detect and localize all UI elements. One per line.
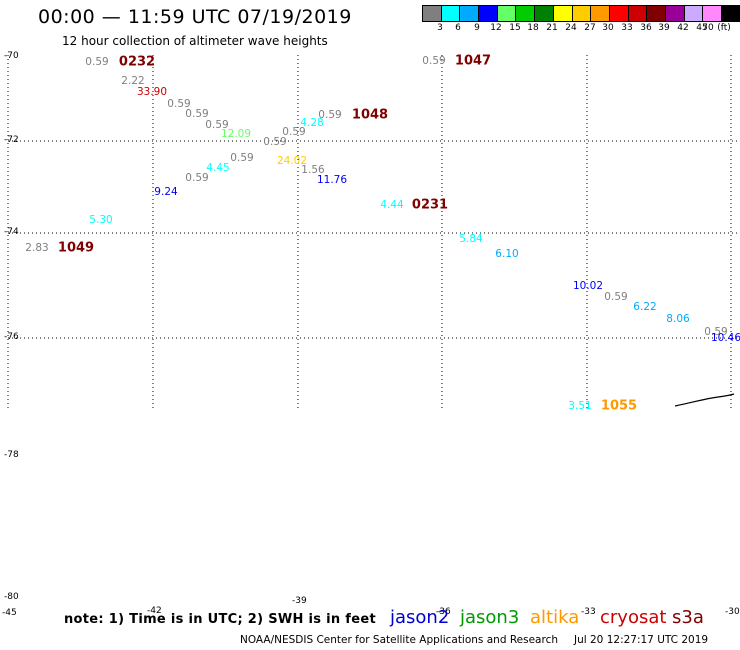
legend-swatch-9 xyxy=(591,6,610,21)
credit-text: NOAA/NESDIS Center for Satellite Applica… xyxy=(240,634,558,646)
wave-height-observation: 0.59 xyxy=(230,152,254,164)
legend-swatch-8 xyxy=(572,6,592,21)
satellite-name-jason3: jason3 xyxy=(460,607,520,628)
wave-height-observation: 0.59 xyxy=(185,108,209,120)
legend-label: 27 xyxy=(584,23,596,33)
wave-height-observation: 0.59 xyxy=(167,98,191,110)
wave-height-observation: 2.22 xyxy=(121,75,145,87)
coastline xyxy=(674,393,735,407)
legend-swatch-15 xyxy=(703,6,722,21)
legend-label: 45 xyxy=(696,23,708,33)
satellite-name-jason2: jason2 xyxy=(390,607,450,628)
legend-label: 42 xyxy=(677,23,689,33)
pass-time-label: 1049 xyxy=(57,240,95,256)
wave-height-observation: 4.45 xyxy=(206,162,230,174)
legend-label: 6 xyxy=(455,23,461,33)
credit-line: NOAA/NESDIS Center for Satellite Applica… xyxy=(240,634,708,646)
latitude-label: -78 xyxy=(4,450,19,460)
wave-height-observation: 0.59 xyxy=(704,326,728,338)
longitude-label: -45 xyxy=(2,608,17,618)
legend-unit-label: (ft) xyxy=(717,23,731,33)
legend-swatch-5 xyxy=(516,6,536,21)
wave-height-observation: 8.06 xyxy=(666,313,690,325)
wave-height-observation: 3.51 xyxy=(568,400,592,412)
map-title: 00:00 — 11:59 UTC 07/19/2019 xyxy=(38,6,352,28)
legend-label: 36 xyxy=(640,23,652,33)
legend-label: 15 xyxy=(509,23,521,33)
latitude-label: -76 xyxy=(4,332,19,342)
legend-swatch-12 xyxy=(647,6,666,21)
satellite-name-s3a: s3a xyxy=(672,607,704,628)
legend-label: 18 xyxy=(527,23,539,33)
wave-height-observation: 5.30 xyxy=(89,214,113,226)
wave-height-observation: 0.59 xyxy=(604,291,628,303)
legend-swatch-2 xyxy=(460,6,480,21)
pass-time-label: 1055 xyxy=(600,398,638,414)
legend-swatch-16 xyxy=(722,6,740,21)
wave-height-observation: 2.83 xyxy=(25,242,49,254)
footer-note: note: 1) Time is in UTC; 2) SWH is in fe… xyxy=(64,612,376,627)
legend-label: 39 xyxy=(658,23,670,33)
wave-height-observation: 0.59 xyxy=(185,172,209,184)
wave-height-observation: 0.59 xyxy=(205,119,229,131)
wave-height-observation: 24.02 xyxy=(276,155,308,167)
wave-height-observation: 11.76 xyxy=(316,174,348,186)
wave-height-observation: 5.84 xyxy=(459,233,483,245)
pass-time-label: 0231 xyxy=(411,197,449,213)
wave-height-observation: 10.46 xyxy=(710,332,740,344)
wave-height-observation: 4.44 xyxy=(380,199,404,211)
generated-timestamp: Jul 20 12:27:17 UTC 2019 xyxy=(574,634,709,646)
legend-swatch-4 xyxy=(497,6,517,21)
longitude-label: -42 xyxy=(147,606,162,616)
satellite-name-altika: altika xyxy=(530,607,580,628)
longitude-label: -36 xyxy=(436,607,451,617)
legend-swatch-11 xyxy=(628,6,648,21)
longitude-label: -30 xyxy=(725,607,740,617)
wave-height-color-legend xyxy=(422,5,740,22)
legend-swatch-3 xyxy=(479,6,498,21)
legend-label: 70 xyxy=(702,23,714,33)
wave-height-observation: 0.59 xyxy=(85,56,109,68)
wave-height-observation: 1.56 xyxy=(301,164,325,176)
legend-swatch-14 xyxy=(684,6,704,21)
pass-time-label: 0232 xyxy=(118,54,156,70)
legend-swatch-0 xyxy=(423,6,442,21)
legend-label: 3 xyxy=(437,23,443,33)
legend-swatch-6 xyxy=(535,6,554,21)
legend-label: 9 xyxy=(474,23,480,33)
latitude-label: -74 xyxy=(4,227,19,237)
wave-height-observation: 33.90 xyxy=(136,86,168,98)
wave-height-observation: 4.28 xyxy=(300,117,324,129)
latitude-label: -70 xyxy=(4,51,19,61)
pass-time-label: 1048 xyxy=(351,107,389,123)
wave-height-observation: 6.22 xyxy=(633,301,657,313)
longitude-label: -39 xyxy=(292,596,307,606)
longitude-label: -33 xyxy=(581,607,596,617)
legend-label: 33 xyxy=(621,23,633,33)
wave-height-observation: 0.59 xyxy=(422,55,446,67)
wave-height-observation: 9.24 xyxy=(154,186,178,198)
legend-swatch-10 xyxy=(609,6,629,21)
latitude-label: -80 xyxy=(4,592,19,602)
pass-time-label: 1047 xyxy=(454,53,492,69)
latitude-label: -72 xyxy=(4,135,19,145)
wave-height-observation: 0.59 xyxy=(263,136,287,148)
legend-swatch-7 xyxy=(553,6,573,21)
legend-label: 24 xyxy=(565,23,577,33)
wave-height-observation: 0.59 xyxy=(282,126,306,138)
legend-label: 21 xyxy=(546,23,558,33)
wave-height-observation: 6.10 xyxy=(495,248,519,260)
wave-height-observation: 0.59 xyxy=(318,109,342,121)
legend-swatch-13 xyxy=(665,6,685,21)
map-subtitle: 12 hour collection of altimeter wave hei… xyxy=(62,34,328,48)
legend-swatch-1 xyxy=(441,6,461,21)
satellite-name-cryosat: cryosat xyxy=(600,607,667,628)
wave-height-observation: 10.02 xyxy=(572,280,604,292)
legend-label: 12 xyxy=(490,23,502,33)
legend-label: 30 xyxy=(602,23,614,33)
wave-height-observation: 12.09 xyxy=(220,128,252,140)
